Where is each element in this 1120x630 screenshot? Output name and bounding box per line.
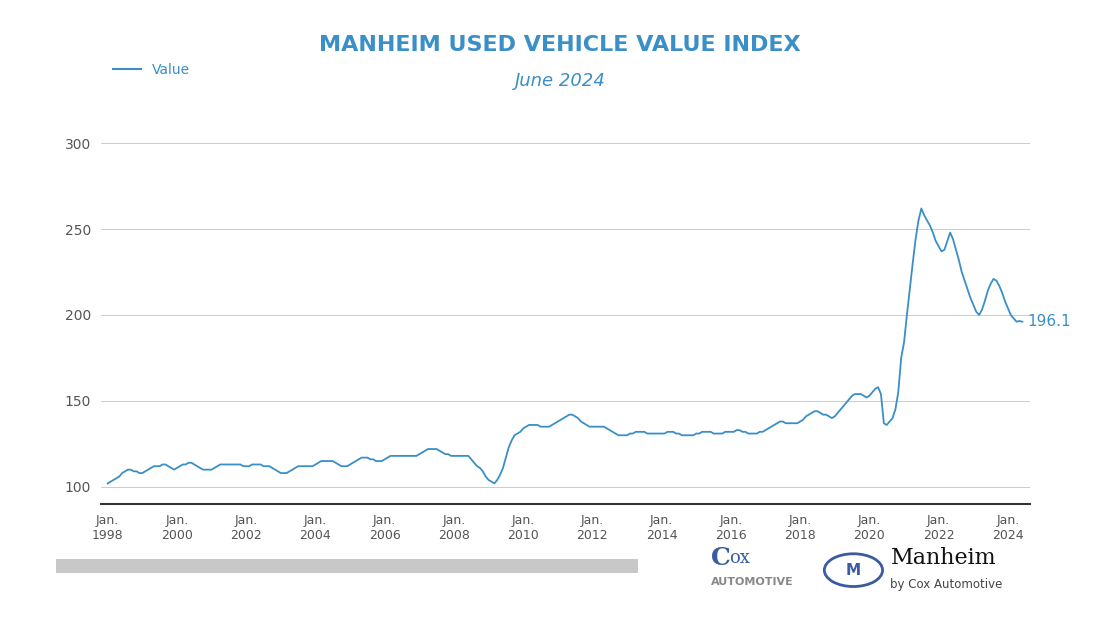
Text: AUTOMOTIVE: AUTOMOTIVE bbox=[711, 577, 794, 587]
Text: ox: ox bbox=[729, 549, 750, 566]
Text: by Cox Automotive: by Cox Automotive bbox=[890, 578, 1002, 590]
Text: M: M bbox=[846, 563, 861, 578]
Text: MANHEIM USED VEHICLE VALUE INDEX: MANHEIM USED VEHICLE VALUE INDEX bbox=[319, 35, 801, 55]
Text: C: C bbox=[711, 546, 731, 570]
Text: June 2024: June 2024 bbox=[514, 72, 606, 91]
Text: 196.1: 196.1 bbox=[1027, 314, 1071, 329]
Text: Manheim: Manheim bbox=[890, 547, 996, 568]
Legend: Value: Value bbox=[108, 57, 196, 83]
